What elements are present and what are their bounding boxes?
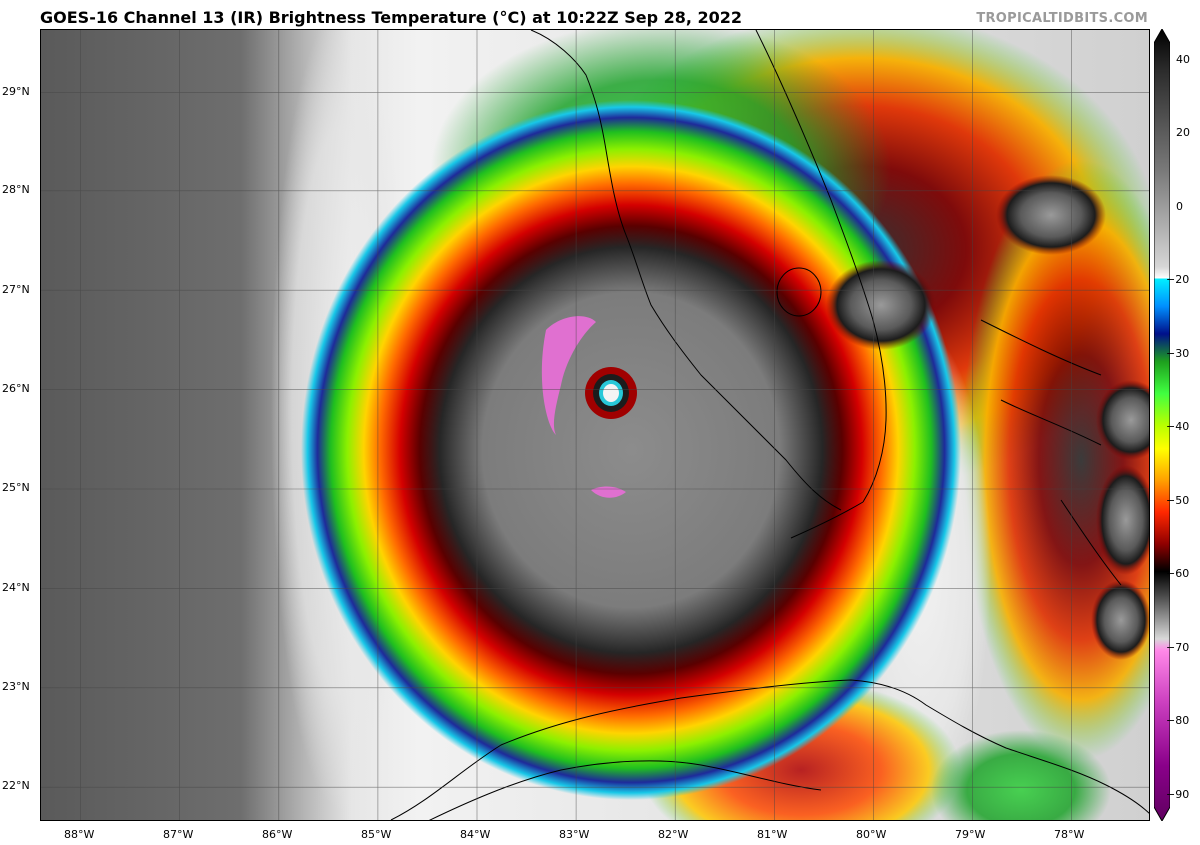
lon-label-82w: 82°W (658, 828, 689, 841)
lon-label-84w: 84°W (460, 828, 491, 841)
overshooting-top-4 (1096, 465, 1149, 575)
lat-label-27n: 27°N (2, 283, 30, 296)
florida-keys (790, 501, 864, 539)
lon-label-86w: 86°W (262, 828, 293, 841)
cbar-label-minus30: −30 (1166, 347, 1190, 360)
coastlines (390, 30, 1149, 820)
colorbar-gradient (1154, 29, 1170, 821)
lon-label-81w: 81°W (757, 828, 788, 841)
temperature-colorbar (1154, 29, 1170, 821)
lon-label-87w: 87°W (163, 828, 194, 841)
cbar-label-minus90: −90 (1166, 788, 1190, 801)
overshooting-top-2 (826, 260, 936, 350)
coldest-cloud-tops (541, 316, 596, 435)
cbar-label-20: 20 (1176, 126, 1190, 139)
map-title: GOES-16 Channel 13 (IR) Brightness Tempe… (40, 8, 743, 27)
lat-label-29n: 29°N (2, 85, 30, 98)
bahamas-islands (980, 319, 1122, 586)
hurricane-eye (603, 384, 619, 402)
satellite-map (40, 29, 1150, 821)
colorbar-scale (1154, 29, 1170, 821)
cbar-label-40: 40 (1176, 53, 1190, 66)
lat-label-24n: 24°N (2, 581, 30, 594)
cbar-label-minus20: −20 (1166, 273, 1190, 286)
lon-label-78w: 78°W (1054, 828, 1085, 841)
cuba-south-coast (428, 760, 822, 820)
cuba-north-coast (390, 679, 1149, 820)
lat-label-26n: 26°N (2, 382, 30, 395)
lon-label-83w: 83°W (559, 828, 590, 841)
lake-okeechobee (776, 267, 822, 317)
hurricane-vortex (301, 100, 961, 800)
cbar-label-0: 0 (1176, 200, 1183, 213)
cbar-label-minus50: −50 (1166, 494, 1190, 507)
lon-label-79w: 79°W (955, 828, 986, 841)
cbar-label-minus70: −70 (1166, 641, 1190, 654)
graticule (41, 30, 1149, 820)
florida-west-coast (530, 30, 842, 511)
lon-label-85w: 85°W (361, 828, 392, 841)
cbar-label-minus80: −80 (1166, 714, 1190, 727)
florida-east-coast (755, 30, 887, 503)
lat-label-25n: 25°N (2, 481, 30, 494)
overshooting-top-3 (1096, 380, 1149, 460)
lat-label-22n: 22°N (2, 779, 30, 792)
cuba-green-band (931, 730, 1111, 820)
satellite-imagery (41, 30, 1149, 820)
overshooting-top-5 (1091, 580, 1149, 660)
cbar-label-minus40: −40 (1166, 420, 1190, 433)
lon-label-88w: 88°W (64, 828, 95, 841)
cbar-label-minus60: −60 (1166, 567, 1190, 580)
lat-label-28n: 28°N (2, 183, 30, 196)
source-credit: TROPICALTIDBITS.COM (976, 11, 1148, 26)
lat-label-23n: 23°N (2, 680, 30, 693)
overshooting-top (996, 175, 1106, 255)
lon-label-80w: 80°W (856, 828, 887, 841)
